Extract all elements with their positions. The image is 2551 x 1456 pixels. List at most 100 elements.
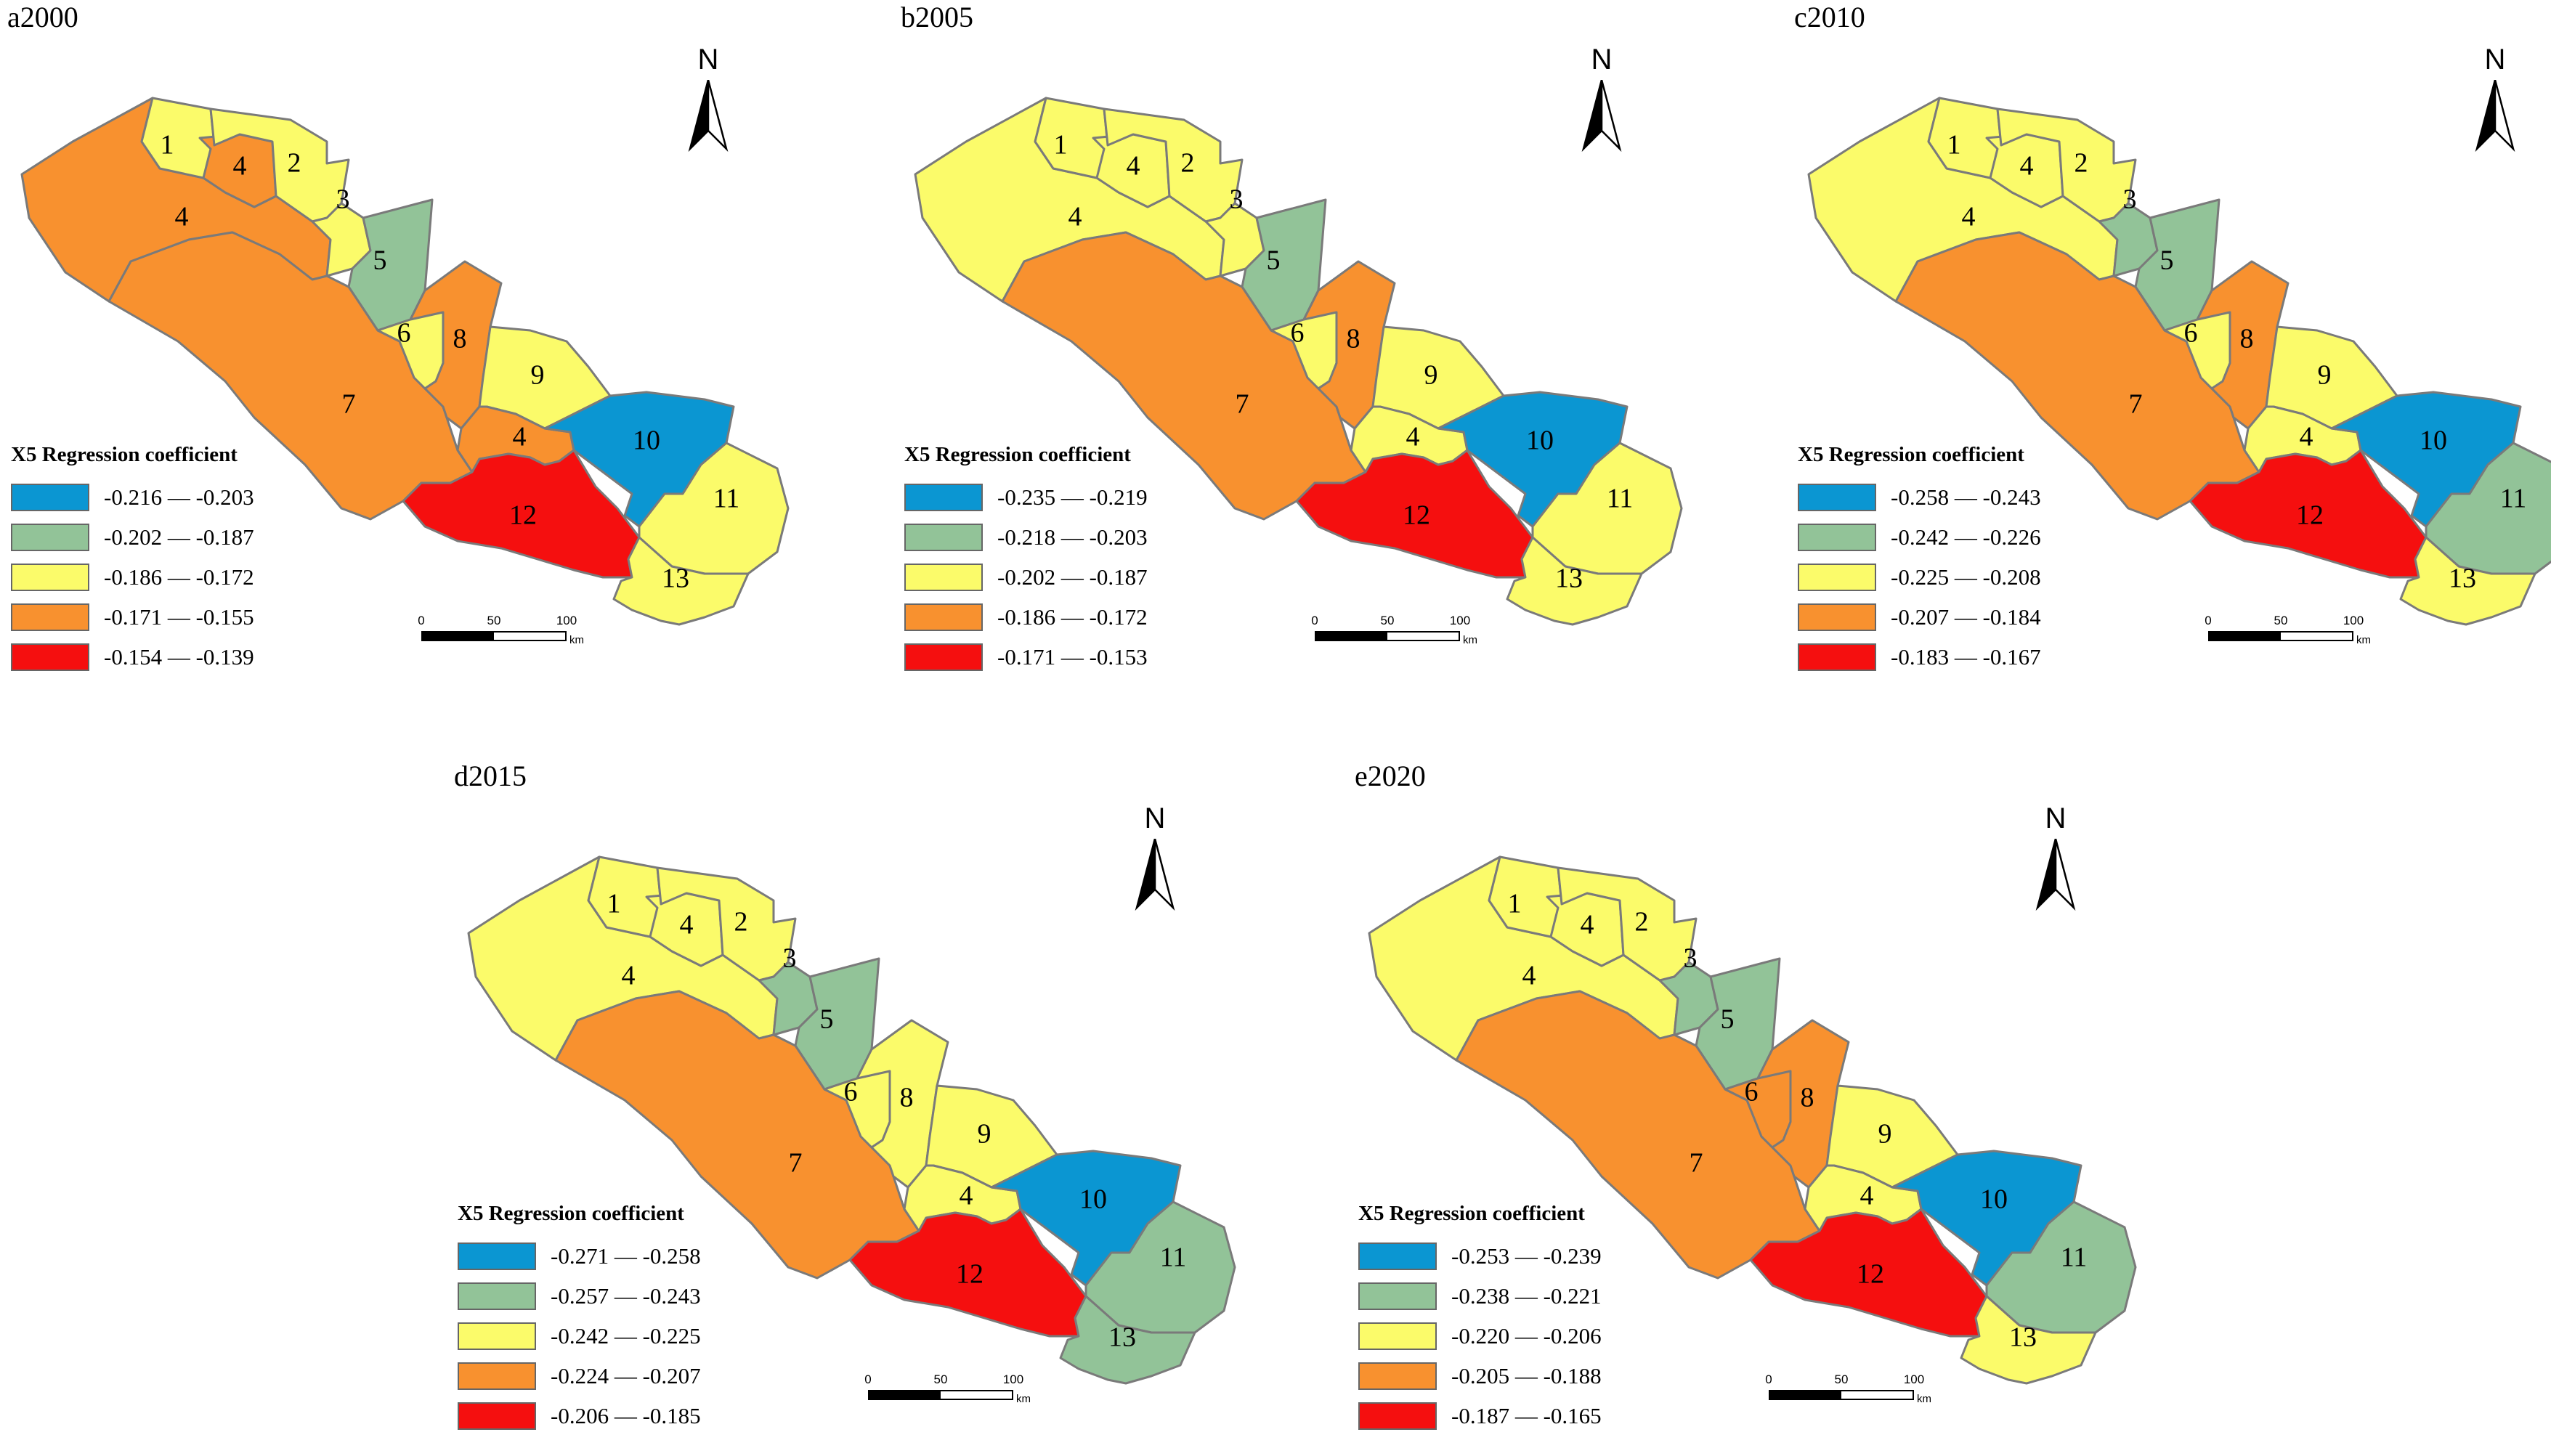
legend-swatch [11,483,89,511]
scale-bar-graphic [2208,631,2353,641]
north-arrow-icon [2475,80,2515,152]
map-panel-d2015: d2015 1 4 2 3 5 4 7 6 8 9 4 10 12 11 13 N X5 Regression c… [454,759,1304,1456]
region-label-10: 10 [2420,426,2447,456]
region-label-4b: 4 [233,151,247,182]
scale-tick-label: 50 [487,614,501,627]
legend-item: -0.235 — -0.219 [904,477,1148,517]
choropleth-map: 1 4 2 35 4 7 6 8 9 4 10 12 11 13 [1368,855,2137,1385]
region-label-1: 1 [1947,130,1961,160]
legend-item: -0.225 — -0.208 [1798,557,2041,597]
legend-range: -0.154 — -0.139 [104,643,254,670]
legend-swatch [11,603,89,631]
region-label-12: 12 [956,1259,984,1290]
legend-item: -0.220 — -0.206 [1358,1316,1602,1356]
region-label-1: 1 [1054,130,1068,160]
north-letter: N [697,44,719,76]
legend-swatch [1358,1282,1437,1310]
scale-tick-label: 0 [418,614,425,627]
scale-unit: km [1463,634,1477,646]
legend-range: -0.171 — -0.153 [997,643,1148,670]
region-label-6: 6 [397,318,411,349]
region-label-3: 3 [336,184,350,215]
legend-swatch [11,523,89,551]
legend-range: -0.220 — -0.206 [1451,1322,1602,1349]
scale-bar-graphic [1769,1390,1914,1400]
legend-range: -0.206 — -0.185 [551,1402,701,1428]
region-label-4b: 4 [1127,151,1140,182]
scale-tick-label: 100 [556,614,577,627]
scale-tick-label: 0 [2205,614,2212,627]
legend-item: -0.242 — -0.226 [1798,517,2041,557]
scale-tick-label: 100 [1002,1372,1024,1386]
region-12 [1295,449,1534,579]
legend-range: -0.242 — -0.226 [1891,524,2041,550]
legend-item: -0.202 — -0.187 [904,557,1148,597]
region-label-4b: 4 [680,910,694,940]
region-label-4: 4 [175,202,189,232]
north-arrow: N [2030,802,2081,911]
legend-range: -0.257 — -0.243 [551,1282,701,1309]
region-label-4b: 4 [2020,151,2034,182]
region-12 [2189,449,2428,579]
legend-title: X5 Regression coefficient [458,1202,684,1225]
region-label-4c: 4 [960,1181,973,1211]
region-label-10: 10 [1526,426,1554,456]
scale-tick-label: 50 [1834,1372,1849,1386]
legend-title: X5 Regression coefficient [1358,1202,1585,1225]
scale-tick-label: 100 [1903,1372,1925,1386]
scale-unit: km [1016,1393,1031,1405]
legend-item: -0.186 — -0.172 [11,557,254,597]
region-label-6: 6 [844,1077,858,1107]
legend-item: -0.224 — -0.207 [458,1356,701,1396]
legend-swatch [904,483,983,511]
scale-bar: 0 50 100 km [2205,614,2382,657]
north-arrow-icon [688,80,729,152]
choropleth-map: 1 4 2 35 4 7 6 8 9 4 10 12 11 13 [914,97,1683,626]
region-12 [402,449,641,579]
north-letter: N [1144,802,1166,834]
legend: X5 Regression coefficient -0.253 — -0.239… [1358,1202,1602,1436]
legend-range: -0.202 — -0.187 [104,524,254,550]
region-13 [1960,1295,2097,1385]
north-arrow-icon [1135,839,1175,911]
legend-range: -0.207 — -0.184 [1891,603,2041,630]
scale-tick-label: 50 [2274,614,2288,627]
region-label-13: 13 [1555,564,1583,594]
region-13 [1506,536,1643,626]
region-label-4b: 4 [1581,910,1594,940]
region-label-13: 13 [2449,564,2476,594]
scale-bar-graphic [421,631,567,641]
map-panel-c2010: c2010 1 4 2 3 5 4 7 6 8 9 4 10 12 11 13 N X5 Regression c… [1794,0,2551,697]
region-label-4c: 4 [513,422,527,452]
region-13 [1059,1295,1196,1385]
region-12 [1749,1208,1988,1338]
region-label-5: 5 [1721,1004,1735,1035]
region-label-4: 4 [1522,961,1536,991]
legend-swatch [1358,1322,1437,1350]
legend-swatch [11,643,89,671]
scale-tick-label: 100 [2343,614,2364,627]
legend-item: -0.238 — -0.221 [1358,1276,1602,1316]
legend-swatch [1798,523,1876,551]
region-label-5: 5 [1267,245,1281,276]
legend: X5 Regression coefficient -0.258 — -0.243… [1798,443,2041,677]
legend-range: -0.216 — -0.203 [104,484,254,510]
region-label-9: 9 [1424,360,1438,391]
region-label-13: 13 [2009,1322,2037,1353]
legend-swatch [458,1282,536,1310]
choropleth-map: 1 4 2 35 4 7 6 8 9 4 10 12 11 13 [467,855,1236,1385]
region-label-1: 1 [607,889,621,919]
legend-item: -0.218 — -0.203 [904,517,1148,557]
region-label-6: 6 [2184,318,2198,349]
region-label-12: 12 [2296,500,2324,531]
legend-item: -0.206 — -0.185 [458,1396,701,1436]
legend-swatch [11,563,89,591]
region-label-8: 8 [900,1083,914,1113]
region-label-4: 4 [1962,202,1976,232]
region-label-8: 8 [2240,324,2254,354]
legend-swatch [1798,483,1876,511]
north-letter: N [1591,44,1613,76]
region-label-9: 9 [978,1119,991,1150]
legend-swatch [458,1242,536,1270]
scale-bar-graphic [1315,631,1460,641]
